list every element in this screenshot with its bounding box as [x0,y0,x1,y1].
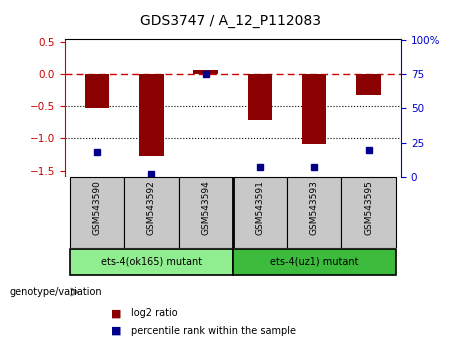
Text: log2 ratio: log2 ratio [131,308,178,318]
Text: ■: ■ [111,326,121,336]
Bar [302,74,326,144]
Text: GSM543595: GSM543595 [364,181,373,235]
Text: GSM543592: GSM543592 [147,181,156,235]
Text: GSM543590: GSM543590 [93,181,101,235]
Bar [341,177,396,248]
Text: ets-4(ok165) mutant: ets-4(ok165) mutant [101,256,202,267]
Bar [124,177,178,248]
Bar [287,177,341,248]
Bar [85,74,109,108]
Text: percentile rank within the sample: percentile rank within the sample [131,326,296,336]
Text: ets-4(uz1) mutant: ets-4(uz1) mutant [270,256,359,267]
Bar [139,74,164,156]
Bar [356,74,381,95]
Bar [70,177,124,248]
Text: genotype/variation: genotype/variation [9,287,102,297]
Bar [233,177,287,248]
Bar [70,249,233,275]
Text: GSM543593: GSM543593 [310,181,319,235]
Bar [178,177,233,248]
Text: GSM543591: GSM543591 [255,181,265,235]
Text: ■: ■ [111,308,121,318]
Bar [194,70,218,74]
Bar [248,74,272,120]
Text: GDS3747 / A_12_P112083: GDS3747 / A_12_P112083 [140,14,321,28]
Text: GSM543594: GSM543594 [201,181,210,235]
Bar [233,249,396,275]
